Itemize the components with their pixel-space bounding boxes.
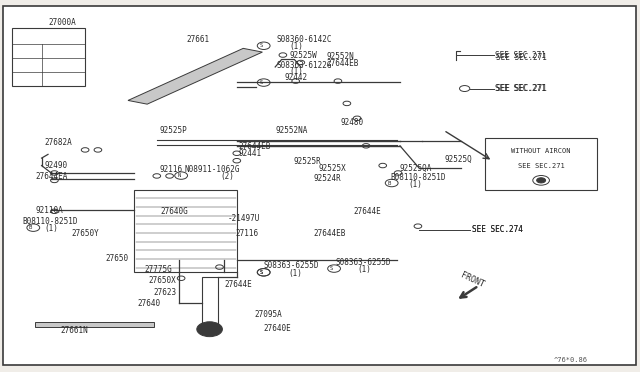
Text: N08911-1062G: N08911-1062G — [184, 165, 240, 174]
Text: 27661: 27661 — [187, 35, 210, 44]
Text: 27623: 27623 — [154, 288, 177, 296]
Text: (1): (1) — [289, 42, 303, 51]
Text: 27116: 27116 — [236, 229, 259, 238]
Text: (1): (1) — [45, 224, 59, 232]
Text: 92110A: 92110A — [35, 206, 63, 215]
Polygon shape — [128, 48, 262, 104]
Text: (1): (1) — [288, 269, 302, 278]
Text: S08363-6255D: S08363-6255D — [264, 262, 319, 270]
Text: 27640: 27640 — [138, 299, 161, 308]
Text: 27682A: 27682A — [45, 138, 72, 147]
Text: 27650X: 27650X — [148, 276, 176, 285]
Text: 27644E: 27644E — [353, 207, 381, 216]
Text: 92525W: 92525W — [289, 51, 317, 60]
Text: WITHOUT AIRCON: WITHOUT AIRCON — [511, 148, 571, 154]
Text: B08110-8251D: B08110-8251D — [22, 217, 78, 226]
Text: SEE SEC.274: SEE SEC.274 — [472, 225, 522, 234]
Text: 92525R: 92525R — [293, 157, 321, 166]
Text: -21497U: -21497U — [227, 214, 260, 223]
Text: (2): (2) — [221, 172, 235, 181]
Text: 92524R: 92524R — [314, 174, 341, 183]
Text: 27000A: 27000A — [48, 18, 76, 27]
Text: FRONT: FRONT — [460, 270, 486, 289]
Text: 27644EB: 27644EB — [314, 229, 346, 238]
Bar — [202, 277, 218, 329]
Text: S: S — [330, 266, 333, 271]
Text: ^76*0.86: ^76*0.86 — [554, 357, 588, 363]
Text: 27644EB: 27644EB — [239, 142, 271, 151]
Text: 27650: 27650 — [106, 254, 129, 263]
Text: 27644E: 27644E — [224, 280, 252, 289]
Text: 27640E: 27640E — [264, 324, 291, 333]
Text: 92525P: 92525P — [160, 126, 188, 135]
Text: 27640G: 27640G — [160, 207, 188, 216]
Circle shape — [197, 322, 223, 337]
Text: SEE SEC.271: SEE SEC.271 — [495, 84, 545, 93]
Text: 92116: 92116 — [160, 165, 183, 174]
Text: 92525QA: 92525QA — [400, 164, 433, 173]
Text: 92525Q: 92525Q — [445, 155, 472, 164]
Polygon shape — [35, 322, 154, 327]
Text: SEE SEC.271: SEE SEC.271 — [518, 163, 564, 169]
Text: B08110-8251D: B08110-8251D — [390, 173, 446, 182]
Text: 27095A: 27095A — [255, 310, 282, 319]
Text: 92480: 92480 — [340, 118, 364, 126]
Text: 92442: 92442 — [285, 73, 308, 81]
Text: S: S — [259, 43, 262, 48]
Text: (1): (1) — [289, 67, 303, 76]
Text: S08363-6122G: S08363-6122G — [276, 61, 332, 70]
Text: 92552NA: 92552NA — [275, 126, 308, 135]
Text: S08360-6142C: S08360-6142C — [276, 35, 332, 44]
Bar — [485, 138, 597, 190]
Text: 92441: 92441 — [239, 149, 262, 158]
Text: (1): (1) — [357, 265, 371, 274]
Text: (1): (1) — [408, 180, 422, 189]
Circle shape — [536, 178, 545, 183]
Text: 27650Y: 27650Y — [72, 229, 99, 238]
Text: S: S — [259, 80, 262, 85]
Text: S: S — [259, 270, 262, 275]
Text: B: B — [29, 225, 32, 230]
Text: 27775G: 27775G — [144, 265, 172, 274]
Text: B: B — [387, 180, 390, 186]
Text: 27644EA: 27644EA — [35, 172, 68, 181]
Text: SEE SEC.271: SEE SEC.271 — [496, 84, 547, 93]
Text: SEE SEC.271: SEE SEC.271 — [496, 53, 547, 62]
Text: SEE SEC.274: SEE SEC.274 — [472, 225, 523, 234]
Text: S: S — [259, 270, 262, 275]
Text: 92525X: 92525X — [319, 164, 346, 173]
Text: 27644EB: 27644EB — [326, 60, 359, 68]
Text: SEE SEC.271: SEE SEC.271 — [495, 51, 545, 60]
Text: 92552N: 92552N — [326, 52, 354, 61]
Bar — [134, 190, 237, 272]
Text: N: N — [177, 173, 180, 178]
Text: S08363-6255D: S08363-6255D — [336, 258, 392, 267]
Text: 27661N: 27661N — [61, 326, 88, 335]
Text: 92490: 92490 — [45, 161, 68, 170]
Bar — [12, 28, 85, 86]
